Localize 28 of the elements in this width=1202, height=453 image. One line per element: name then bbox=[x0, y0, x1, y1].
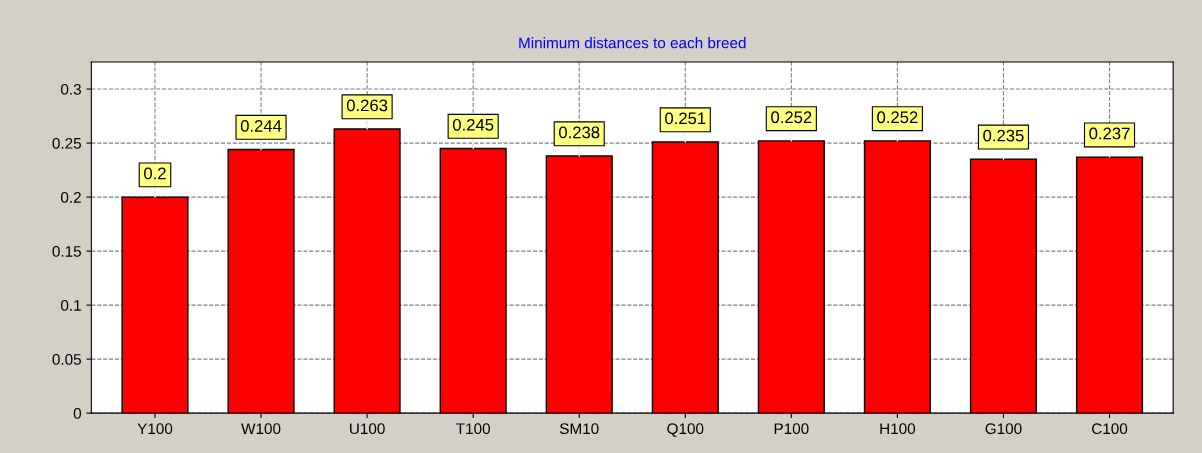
x-tick-label: Q100 bbox=[667, 423, 704, 437]
y-tick-label: 0.25 bbox=[52, 137, 81, 149]
x-tick-label: SM10 bbox=[559, 423, 599, 435]
x-tick-label: P100 bbox=[774, 423, 809, 435]
data-label: 0.238 bbox=[559, 126, 600, 139]
x-tick-label: G100 bbox=[985, 423, 1022, 435]
data-label: 0.2 bbox=[144, 167, 166, 180]
data-label: 0.237 bbox=[1089, 127, 1130, 140]
data-label: 0.263 bbox=[346, 99, 388, 112]
x-tick-label: H100 bbox=[880, 423, 916, 435]
x-tick-label: C100 bbox=[1092, 423, 1128, 435]
data-label: 0.252 bbox=[877, 111, 918, 124]
x-tick-label: Y100 bbox=[137, 423, 173, 435]
data-label: 0.235 bbox=[983, 129, 1024, 142]
x-tick-label: T100 bbox=[456, 423, 490, 435]
data-label: 0.252 bbox=[771, 111, 812, 124]
chart-title: Minimum distances to each breed bbox=[519, 37, 746, 49]
y-tick-label: 0.1 bbox=[60, 299, 81, 311]
x-tick-label: U100 bbox=[350, 423, 385, 435]
y-tick-label: 0.05 bbox=[52, 353, 81, 365]
y-tick-label: 0.2 bbox=[60, 191, 81, 203]
data-label: 0.245 bbox=[452, 118, 494, 131]
y-tick-label: 0.15 bbox=[52, 245, 81, 257]
data-label: 0.251 bbox=[665, 112, 706, 125]
data-label: 0.244 bbox=[240, 120, 282, 132]
y-tick-label: 0 bbox=[73, 408, 82, 419]
y-tick-label: 0.3 bbox=[60, 83, 81, 95]
x-tick-label: W100 bbox=[241, 423, 281, 435]
